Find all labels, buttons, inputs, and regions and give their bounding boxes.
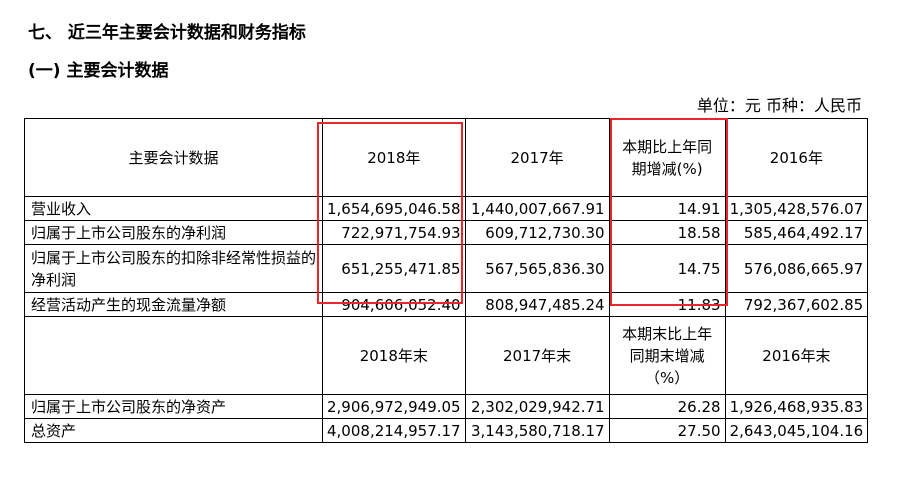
table-cell: 14.91: [608, 196, 726, 221]
header-cell: 2017年末: [464, 316, 610, 395]
header-cell: 2018年: [322, 118, 466, 197]
table-cell: 3,143,580,718.17: [464, 418, 610, 443]
table-header-row: 主要会计数据 2018年 2017年 本期比上年同期增减(%) 2016年: [24, 118, 869, 197]
table-cell: 1,440,007,667.91: [464, 196, 610, 221]
row-label: 归属于上市公司股东的净利润: [24, 220, 323, 245]
table-cell: 722,971,754.93: [322, 220, 466, 245]
row-label: 总资产: [24, 418, 323, 443]
table-cell: 585,464,492.17: [724, 220, 869, 245]
table-cell: 27.50: [608, 418, 726, 443]
section-heading: 七、 近三年主要会计数据和财务指标: [28, 23, 306, 43]
table-row: 归属于上市公司股东的净资产 2,906,972,949.05 2,302,029…: [24, 394, 869, 419]
header-cell: 本期比上年同期增减(%): [608, 118, 726, 197]
table-cell: 26.28: [608, 394, 726, 419]
accounting-data-table: 主要会计数据 2018年 2017年 本期比上年同期增减(%) 2016年 营业…: [24, 118, 869, 443]
header-cell: 2018年末: [322, 316, 466, 395]
table-cell: 576,086,665.97: [724, 244, 869, 293]
table-cell: 4,008,214,957.17: [322, 418, 466, 443]
row-label: 营业收入: [24, 196, 323, 221]
subsection-heading: (一) 主要会计数据: [28, 61, 169, 81]
header-cell: 主要会计数据: [24, 118, 323, 197]
table-row: 营业收入 1,654,695,046.58 1,440,007,667.91 1…: [24, 196, 869, 221]
row-label: 归属于上市公司股东的扣除非经常性损益的净利润: [24, 244, 323, 293]
table-cell: 1,926,468,935.83: [724, 394, 869, 419]
header-cell: [24, 316, 323, 395]
table-cell: 651,255,471.85: [322, 244, 466, 293]
header-cell: 本期末比上年同期末增减（%）: [608, 316, 726, 395]
table-cell: 2,906,972,949.05: [322, 394, 466, 419]
table-cell: 18.58: [608, 220, 726, 245]
table-row: 归属于上市公司股东的净利润 722,971,754.93 609,712,730…: [24, 220, 869, 245]
table-cell: 1,305,428,576.07: [724, 196, 869, 221]
table-cell: 609,712,730.30: [464, 220, 610, 245]
table-row: 经营活动产生的现金流量净额 904,606,052.40 808,947,485…: [24, 292, 869, 317]
table-cell: 11.83: [608, 292, 726, 317]
row-label: 归属于上市公司股东的净资产: [24, 394, 323, 419]
header-cell: 2017年: [464, 118, 610, 197]
table-row: 总资产 4,008,214,957.17 3,143,580,718.17 27…: [24, 418, 869, 443]
unit-note: 单位：元 币种：人民币: [696, 96, 862, 115]
table-cell: 904,606,052.40: [322, 292, 466, 317]
table-cell: 792,367,602.85: [724, 292, 869, 317]
table-cell: 2,302,029,942.71: [464, 394, 610, 419]
table-cell: 14.75: [608, 244, 726, 293]
table-cell: 567,565,836.30: [464, 244, 610, 293]
table-cell: 808,947,485.24: [464, 292, 610, 317]
header-cell: 2016年: [724, 118, 869, 197]
table-row: 归属于上市公司股东的扣除非经常性损益的净利润 651,255,471.85 56…: [24, 244, 869, 293]
table-cell: 2,643,045,104.16: [724, 418, 869, 443]
table-cell: 1,654,695,046.58: [322, 196, 466, 221]
table-subheader-row: 2018年末 2017年末 本期末比上年同期末增减（%） 2016年末: [24, 316, 869, 395]
row-label: 经营活动产生的现金流量净额: [24, 292, 323, 317]
header-cell: 2016年末: [724, 316, 869, 395]
